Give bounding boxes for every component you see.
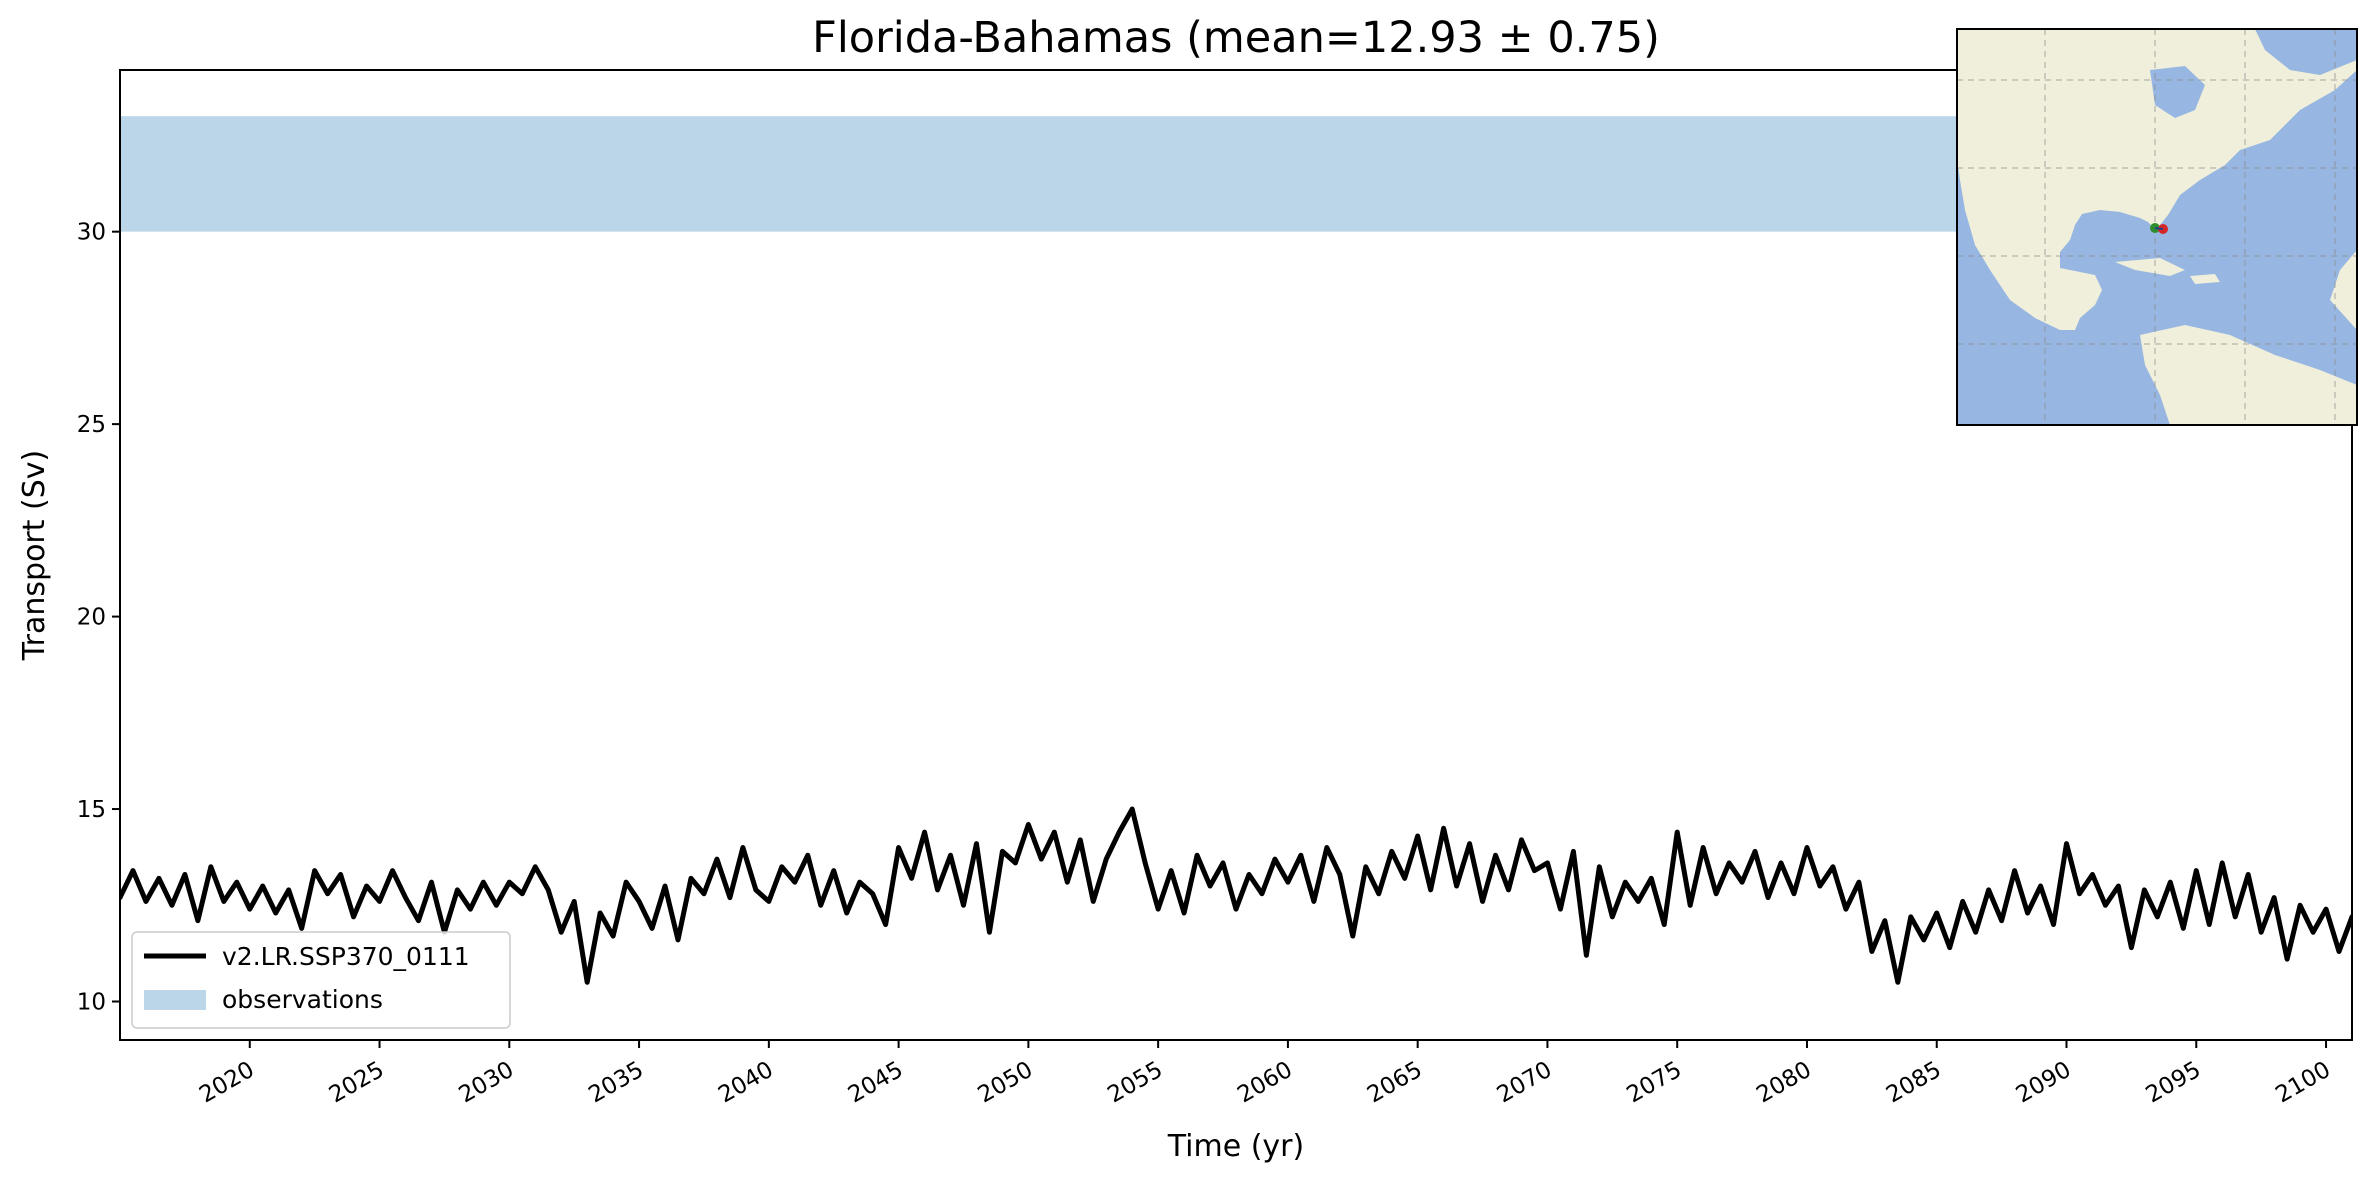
x-tick-label: 2090: [2012, 1057, 2076, 1109]
y-tick-label: 10: [77, 990, 106, 1016]
inset-map: [1956, 28, 2358, 426]
y-tick-label: 25: [77, 412, 106, 438]
x-tick-label: 2075: [1623, 1057, 1687, 1109]
x-tick-label: 2020: [195, 1057, 259, 1109]
legend-swatch-observations: [144, 990, 206, 1010]
land-greenland: [2255, 29, 2357, 75]
x-tick-label: 2050: [974, 1057, 1038, 1109]
legend-box: [131, 931, 511, 1029]
y-axis-label: Transport (Sv): [17, 450, 52, 662]
x-tick-label: 2085: [1882, 1057, 1946, 1109]
plot-frame: [119, 69, 2353, 1041]
map-gridlines: [1957, 29, 2357, 425]
y-tick-label: 15: [77, 797, 106, 823]
x-tick-label: 2030: [455, 1057, 519, 1109]
map-frame: [1956, 28, 2358, 426]
x-axis-label: Time (yr): [1167, 1129, 1304, 1164]
legend-label-observations: observations: [222, 985, 383, 1014]
y-axis-ticks: 10 15 20 25 30: [77, 220, 120, 1016]
y-tick-label: 30: [77, 220, 106, 246]
y-tick-label: 20: [77, 605, 106, 631]
legend: v2.LR.SSP370_0111 observations: [131, 931, 511, 1029]
land-hispaniola: [2190, 274, 2220, 284]
series-layer: [120, 806, 2352, 985]
x-tick-label: 2045: [844, 1057, 908, 1109]
x-tick-label: 2070: [1493, 1057, 1557, 1109]
land-hudson-bay: [2150, 66, 2205, 118]
x-tick-label: 2095: [2142, 1057, 2206, 1109]
x-tick-label: 2035: [584, 1057, 648, 1109]
legend-label-series: v2.LR.SSP370_0111: [222, 942, 470, 971]
map-section-line: [2154, 227, 2164, 230]
chart-title: Florida-Bahamas (mean=12.93 ± 0.75): [812, 13, 1660, 63]
series-line-0: [120, 806, 2352, 985]
x-tick-label: 2025: [325, 1057, 389, 1109]
land-south-america: [2140, 325, 2357, 425]
land-africa-edge: [2330, 250, 2357, 330]
x-tick-label: 2065: [1363, 1057, 1427, 1109]
map-land: [1957, 29, 2357, 425]
x-axis-ticks: 2020 2025 2030 2035 2040 2045 2050 2055 2060 2065…: [195, 1040, 2335, 1108]
x-tick-label: 2060: [1233, 1057, 1297, 1109]
x-tick-label: 2040: [714, 1057, 778, 1109]
x-tick-label: 2100: [2271, 1057, 2335, 1109]
x-tick-label: 2080: [1752, 1057, 1816, 1109]
land-north-america: [1957, 29, 2357, 330]
x-tick-label: 2055: [1103, 1057, 1167, 1109]
land-cuba: [2115, 258, 2185, 276]
